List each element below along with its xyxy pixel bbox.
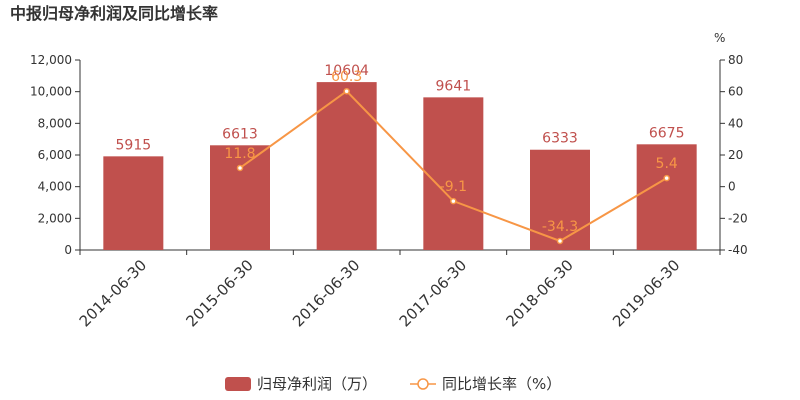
bar [316, 82, 377, 250]
line-point [663, 174, 670, 182]
y-left-tick-label: 2,000 [38, 211, 72, 225]
y-right-tick-label: 80 [728, 53, 743, 67]
bar-value-label: 6333 [542, 131, 578, 147]
bar [103, 156, 164, 250]
y-right-tick-label: 60 [728, 85, 743, 99]
y-left-tick-label: 0 [64, 243, 72, 257]
bar [210, 145, 270, 250]
legend-bar-label: 归母净利润（万） [257, 375, 377, 393]
y-left-tick-label: 8,000 [38, 116, 72, 130]
line-point [556, 237, 564, 245]
y-left-tick-label: 6,000 [38, 148, 72, 162]
line-value-label: -34.3 [542, 219, 578, 235]
y-right-tick-label: 40 [728, 116, 743, 130]
chart-title: 中报归母净利润及同比增长率 [10, 4, 218, 23]
bar-value-label: 6675 [649, 125, 685, 141]
y-right-tick-label: 20 [728, 148, 743, 162]
line-series: 11.8 60.3 -9.1 -34.3 5.4 [224, 69, 678, 245]
bar [423, 97, 484, 250]
y-right-tick-label: -20 [728, 211, 748, 225]
legend-line-marker [417, 378, 429, 390]
legend-line-label: 同比增长率（%） [442, 375, 561, 393]
y-right-unit: % [714, 31, 725, 45]
line-value-label: 11.8 [224, 146, 255, 162]
bar-series: 5915 6613 10604 9641 6333 6675 [103, 63, 697, 250]
legend-bar-swatch [225, 377, 251, 391]
bar-value-label: 10604 [324, 63, 369, 79]
line-value-label: 5.4 [656, 156, 678, 172]
y-left-tick-label: 12,000 [30, 53, 72, 67]
y-left-tick-label: 4,000 [38, 180, 72, 194]
y-left-tick-label: 10,000 [30, 85, 72, 99]
line-point [343, 87, 350, 95]
x-tick-label: 2014-06-30 [76, 256, 150, 330]
line-value-label: 60.3 [331, 69, 362, 85]
legend: 归母净利润（万） 同比增长率（%） [225, 375, 561, 393]
x-tick-label: 2018-06-30 [502, 256, 576, 330]
bar-value-label: 6613 [222, 126, 258, 142]
y-right-tick-label: -40 [728, 243, 748, 257]
bar [636, 144, 697, 250]
bar-value-label: 5915 [116, 137, 152, 153]
y-right-tick-label: 0 [728, 180, 736, 194]
x-tick-label: 2015-06-30 [182, 256, 256, 330]
x-tick-label: 2019-06-30 [609, 256, 683, 330]
line-point [236, 164, 244, 172]
x-tick-label: 2017-06-30 [396, 256, 470, 330]
line-value-label: -9.1 [440, 179, 467, 195]
x-tick-label: 2016-06-30 [289, 256, 363, 330]
line-point [450, 197, 457, 205]
bar-value-label: 9641 [436, 78, 472, 94]
